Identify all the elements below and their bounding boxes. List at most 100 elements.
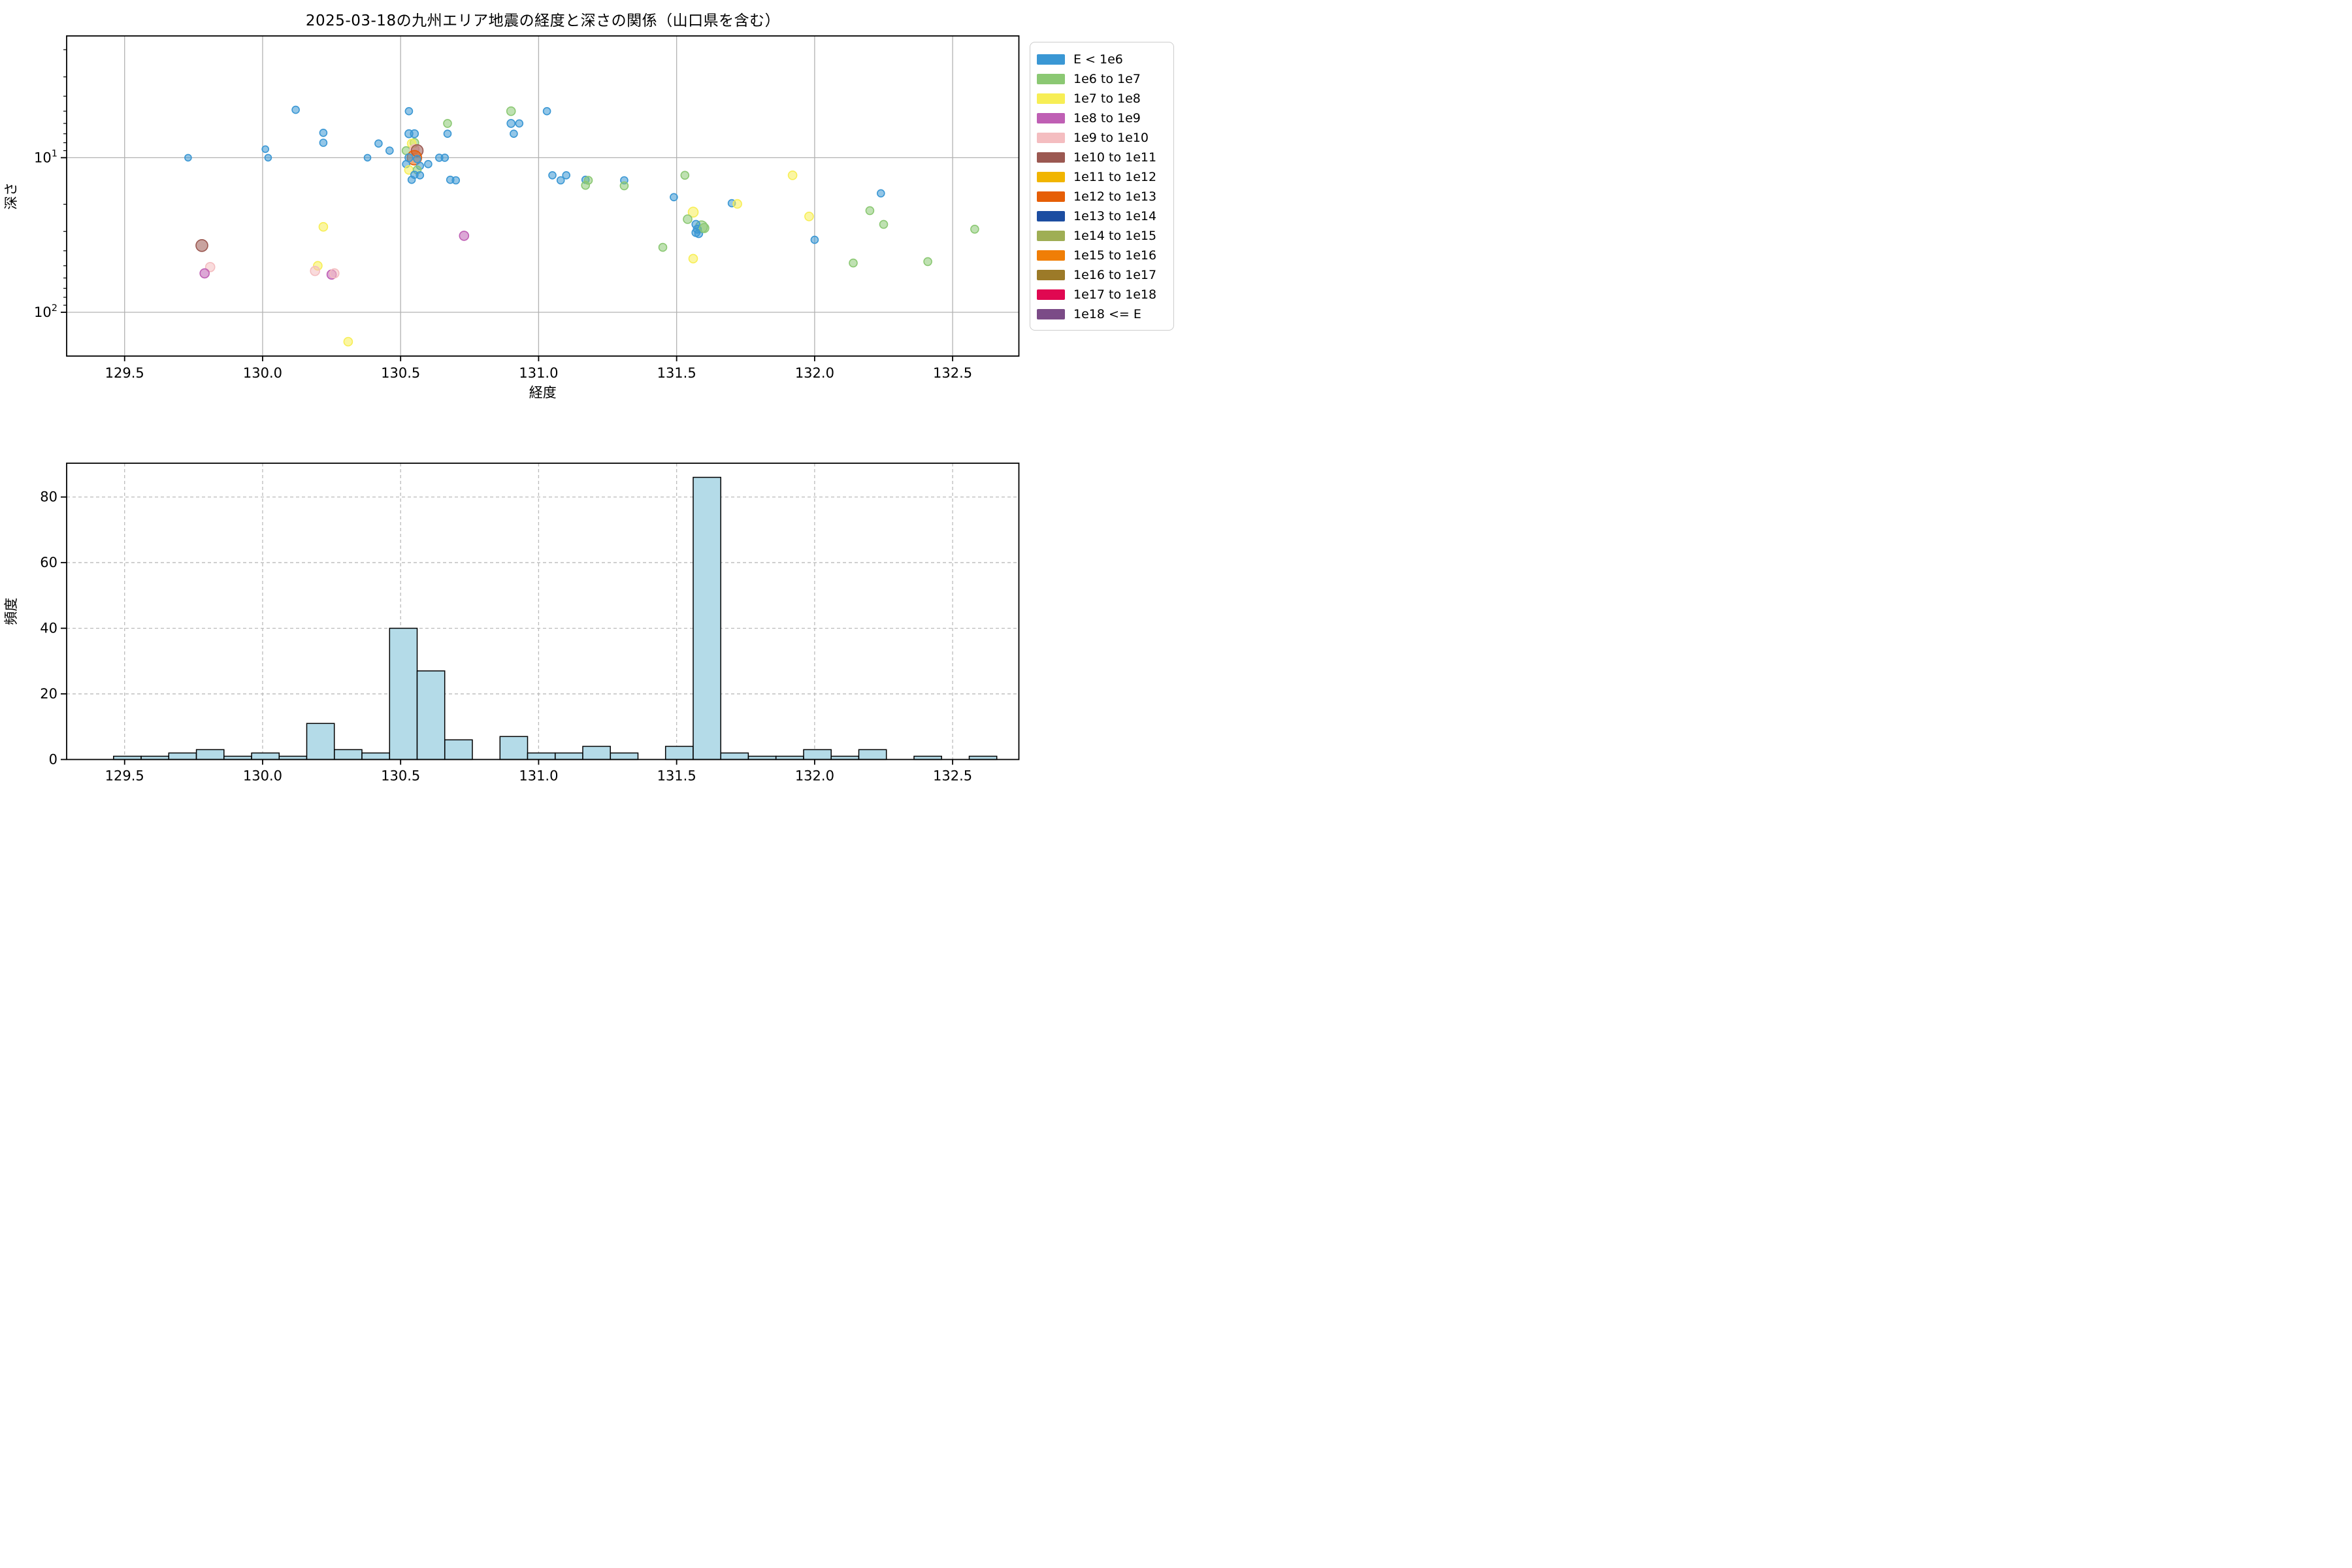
scatter-point bbox=[410, 129, 419, 139]
histogram-y-tick-label: 40 bbox=[40, 621, 57, 636]
legend-item-12: 1e16 to 1e17 bbox=[1037, 266, 1167, 285]
histogram-x-tick-label: 132.0 bbox=[795, 768, 834, 784]
scatter-point bbox=[683, 214, 693, 224]
scatter-x-tick-label: 130.5 bbox=[381, 365, 420, 381]
legend-item-7: 1e11 to 1e12 bbox=[1037, 167, 1167, 186]
scatter-point bbox=[459, 231, 470, 241]
histogram-y-tick-label: 0 bbox=[49, 752, 57, 768]
histogram-bar bbox=[693, 476, 721, 760]
scatter-point bbox=[416, 171, 425, 180]
legend-label: 1e6 to 1e7 bbox=[1073, 71, 1141, 86]
histogram-bar bbox=[858, 749, 887, 760]
histogram-bar bbox=[416, 670, 446, 760]
scatter-point bbox=[184, 154, 192, 162]
legend-swatch bbox=[1037, 152, 1065, 163]
legend-swatch bbox=[1037, 191, 1065, 202]
scatter-point bbox=[619, 181, 629, 191]
scatter-ylabel: 深さ bbox=[3, 182, 19, 210]
scatter-point bbox=[440, 154, 449, 162]
histogram-x-tick-label: 131.5 bbox=[657, 768, 696, 784]
scatter-point bbox=[877, 189, 885, 198]
plots-canvas: 129.5 130.0 130.5 131.0 131.5 132.0 132.5 101 10… bbox=[3, 35, 1020, 784]
histogram-plot: 129.5 130.0 130.5 131.0 131.5 132.0 132.5 0 20 40… bbox=[3, 463, 1020, 784]
legend-item-13: 1e17 to 1e18 bbox=[1037, 286, 1167, 304]
legend-label: 1e18 <= E bbox=[1073, 307, 1141, 322]
legend-item-4: 1e8 to 1e9 bbox=[1037, 108, 1167, 127]
scatter-point bbox=[407, 175, 416, 184]
legend-swatch bbox=[1037, 211, 1065, 221]
legend-label: 1e12 to 1e13 bbox=[1073, 189, 1157, 204]
legend-swatch bbox=[1037, 112, 1065, 123]
scatter-y-tick-label: 102 bbox=[34, 303, 57, 320]
scatter-point bbox=[204, 261, 216, 272]
scatter-x-tick-label: 130.0 bbox=[243, 365, 282, 381]
scatter-point bbox=[510, 129, 518, 138]
legend-label: E < 1e6 bbox=[1073, 52, 1123, 67]
legend-item-9: 1e13 to 1e14 bbox=[1037, 207, 1167, 226]
scatter-point bbox=[865, 206, 875, 216]
legend-label: 1e11 to 1e12 bbox=[1073, 169, 1157, 184]
histogram-y-tick-label: 80 bbox=[40, 489, 57, 505]
scatter-point bbox=[562, 171, 571, 180]
legend-swatch bbox=[1037, 132, 1065, 143]
scatter-point bbox=[506, 119, 516, 128]
histogram-bar bbox=[444, 739, 473, 760]
legend-item-1: E < 1e6 bbox=[1037, 50, 1167, 69]
legend-swatch bbox=[1037, 93, 1065, 104]
scatter-point bbox=[264, 154, 272, 162]
legend-item-8: 1e12 to 1e13 bbox=[1037, 187, 1167, 206]
scatter-x-tick-label: 129.5 bbox=[105, 365, 144, 381]
histogram-x-tick-label: 131.0 bbox=[519, 768, 558, 784]
legend-label: 1e13 to 1e14 bbox=[1073, 209, 1157, 223]
scatter-point bbox=[506, 106, 516, 116]
scatter-point bbox=[804, 211, 814, 221]
scatter-point bbox=[699, 223, 710, 233]
scatter-point bbox=[195, 238, 208, 252]
histogram-bar bbox=[664, 745, 694, 760]
scatter-point bbox=[319, 129, 328, 137]
histogram-axes-frame bbox=[66, 463, 1020, 760]
scatter-point bbox=[556, 176, 565, 185]
legend-item-2: 1e6 to 1e7 bbox=[1037, 69, 1167, 88]
scatter-point bbox=[424, 159, 433, 169]
histogram-bars bbox=[113, 476, 998, 760]
scatter-point bbox=[923, 257, 932, 267]
histogram-x-tick-label: 129.5 bbox=[105, 768, 144, 784]
scatter-point bbox=[581, 180, 591, 190]
scatter-points bbox=[184, 105, 979, 347]
scatter-point bbox=[374, 139, 383, 148]
scatter-point bbox=[688, 253, 698, 264]
histogram-bar bbox=[499, 736, 529, 760]
histogram-x-tick-label: 130.0 bbox=[243, 768, 282, 784]
legend-label: 1e14 to 1e15 bbox=[1073, 229, 1157, 244]
legend-label: 1e10 to 1e11 bbox=[1073, 150, 1157, 165]
scatter-point bbox=[443, 119, 452, 128]
scatter-x-tick-label: 131.0 bbox=[519, 365, 558, 381]
scatter-point bbox=[879, 220, 889, 229]
scatter-point bbox=[363, 154, 372, 162]
histogram-bar bbox=[720, 752, 749, 760]
scatter-point bbox=[970, 224, 979, 234]
legend-swatch bbox=[1037, 309, 1065, 320]
scatter-point bbox=[670, 193, 678, 202]
legend-swatch bbox=[1037, 270, 1065, 281]
legend-item-14: 1e18 <= E bbox=[1037, 305, 1167, 324]
legend-swatch bbox=[1037, 250, 1065, 261]
histogram-bar bbox=[251, 752, 280, 760]
scatter-point bbox=[810, 235, 819, 244]
scatter-point bbox=[694, 229, 704, 238]
histogram-bar bbox=[555, 752, 583, 760]
histogram-x-tick-label: 130.5 bbox=[381, 768, 420, 784]
scatter-xlabel: 経度 bbox=[529, 385, 557, 400]
legend-swatch bbox=[1037, 54, 1065, 65]
histogram-bar bbox=[527, 752, 556, 760]
scatter-x-tick-label: 132.0 bbox=[795, 365, 834, 381]
legend-label: 1e9 to 1e10 bbox=[1073, 130, 1149, 145]
scatter-point bbox=[658, 242, 668, 252]
legend-label: 1e7 to 1e8 bbox=[1073, 91, 1141, 106]
histogram-x-tick-label: 132.5 bbox=[933, 768, 972, 784]
scatter-point bbox=[542, 106, 551, 116]
scatter-y-tick-label: 101 bbox=[34, 148, 57, 165]
figure: 2025-03-18の九州エリア地震の経度と深さの関係（山口県を含む） 129.… bbox=[0, 0, 1176, 784]
scatter-point bbox=[680, 171, 690, 180]
